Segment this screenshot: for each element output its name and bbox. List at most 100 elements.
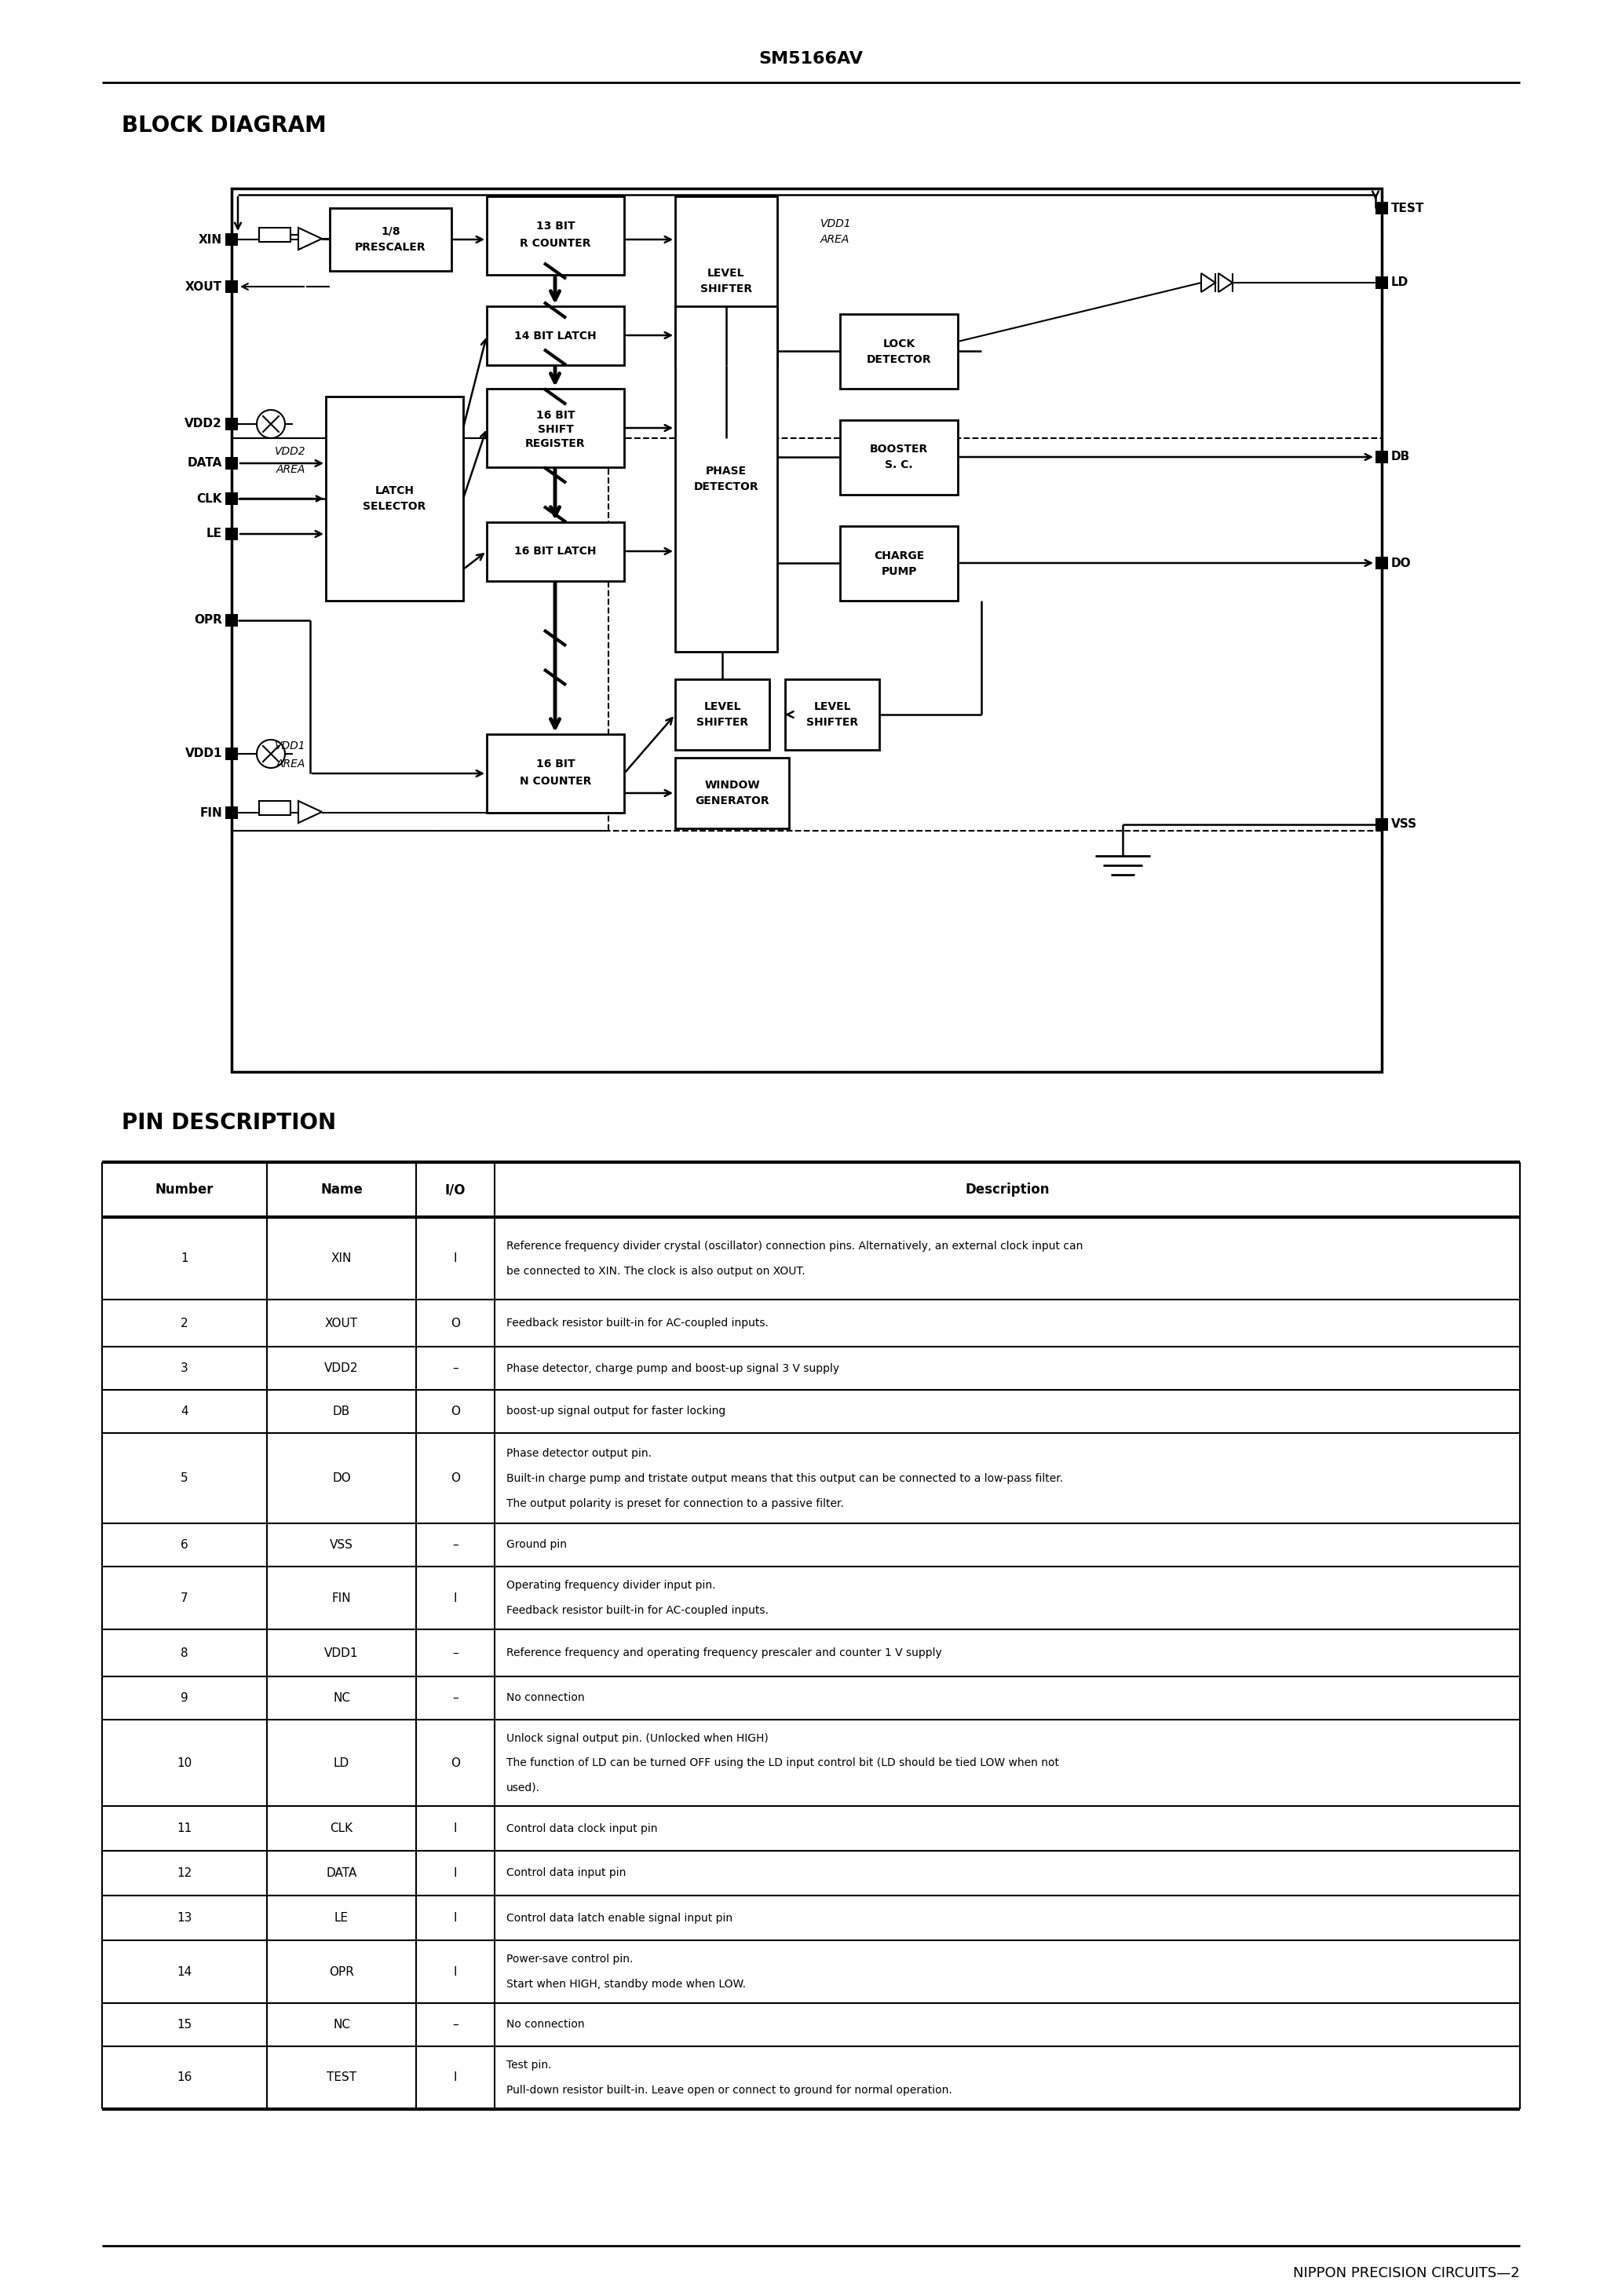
Text: Power-save control pin.: Power-save control pin. [506, 1954, 633, 1965]
Text: PIN DESCRIPTION: PIN DESCRIPTION [122, 1111, 336, 1134]
Text: XOUT: XOUT [185, 280, 222, 292]
Text: The function of LD can be turned OFF using the LD input control bit (LD should b: The function of LD can be turned OFF usi… [506, 1756, 1059, 1768]
Text: DO: DO [333, 1472, 350, 1483]
Text: DATA: DATA [188, 457, 222, 468]
Text: NC: NC [333, 1692, 350, 1704]
Text: The output polarity is preset for connection to a passive filter.: The output polarity is preset for connec… [506, 1497, 843, 1508]
Text: Feedback resistor built-in for AC-coupled inputs.: Feedback resistor built-in for AC-couple… [506, 1605, 769, 1616]
Text: I: I [454, 1591, 457, 1605]
Bar [840, 526, 959, 602]
Bar [225, 806, 238, 820]
Text: Built-in charge pump and tristate output means that this output can be connected: Built-in charge pump and tristate output… [506, 1472, 1062, 1483]
Text: Reference frequency and operating frequency prescaler and counter 1 V supply: Reference frequency and operating freque… [506, 1649, 942, 1658]
Text: 2: 2 [180, 1318, 188, 1329]
Text: I/O: I/O [444, 1182, 466, 1196]
Text: SHIFTER: SHIFTER [701, 282, 753, 294]
Text: Control data clock input pin: Control data clock input pin [506, 1823, 657, 1835]
Text: Control data latch enable signal input pin: Control data latch enable signal input p… [506, 1913, 733, 1924]
Text: 11: 11 [177, 1823, 191, 1835]
Text: R COUNTER: R COUNTER [521, 239, 590, 248]
Text: O: O [451, 1405, 461, 1417]
Bar [487, 305, 624, 365]
Text: AREA: AREA [276, 758, 305, 769]
Text: No connection: No connection [506, 1692, 584, 1704]
Text: VDD1: VDD1 [276, 742, 307, 751]
Bar [225, 418, 238, 429]
Text: 1: 1 [180, 1251, 188, 1265]
Bar [1375, 817, 1388, 831]
Text: LEVEL: LEVEL [704, 700, 741, 712]
Text: 14: 14 [177, 1965, 191, 1977]
Text: CLK: CLK [196, 494, 222, 505]
Text: TEST: TEST [1392, 202, 1424, 214]
Text: PUMP: PUMP [881, 565, 916, 576]
Text: VDD2: VDD2 [185, 418, 222, 429]
Text: 14 BIT LATCH: 14 BIT LATCH [514, 331, 597, 342]
Text: XOUT: XOUT [324, 1318, 358, 1329]
Text: Feedback resistor built-in for AC-coupled inputs.: Feedback resistor built-in for AC-couple… [506, 1318, 769, 1329]
Bar [225, 528, 238, 540]
Bar [225, 748, 238, 760]
Bar [487, 735, 624, 813]
Bar [225, 613, 238, 627]
Bar [225, 280, 238, 294]
Text: N COUNTER: N COUNTER [519, 776, 592, 788]
Text: 12: 12 [177, 1867, 191, 1878]
Text: 4: 4 [180, 1405, 188, 1417]
Text: VDD2: VDD2 [276, 445, 307, 457]
Text: 13: 13 [177, 1913, 191, 1924]
Bar [232, 188, 1382, 439]
Text: I: I [454, 1251, 457, 1265]
Text: XIN: XIN [198, 234, 222, 246]
Text: –: – [453, 2018, 459, 2030]
Text: GENERATOR: GENERATOR [694, 794, 769, 806]
Text: Pull-down resistor built-in. Leave open or connect to ground for normal operatio: Pull-down resistor built-in. Leave open … [506, 2085, 952, 2096]
Bar [675, 195, 777, 365]
Text: Control data input pin: Control data input pin [506, 1867, 626, 1878]
Text: LOCK: LOCK [882, 338, 915, 349]
Text: 16 BIT: 16 BIT [535, 411, 574, 420]
Text: SELECTOR: SELECTOR [363, 501, 427, 512]
Text: 16 BIT LATCH: 16 BIT LATCH [514, 546, 597, 558]
Text: I: I [454, 1867, 457, 1878]
Bar [102, 1162, 1520, 1217]
Text: LEVEL: LEVEL [814, 700, 852, 712]
Text: Test pin.: Test pin. [506, 2060, 551, 2071]
Text: LD: LD [334, 1756, 349, 1768]
Bar [232, 439, 608, 831]
Text: –: – [453, 1362, 459, 1373]
Text: 8: 8 [180, 1646, 188, 1658]
Bar [675, 305, 777, 652]
Text: DATA: DATA [326, 1867, 357, 1878]
Text: SHIFT: SHIFT [537, 425, 574, 434]
Text: 3: 3 [180, 1362, 188, 1373]
Text: O: O [451, 1472, 461, 1483]
Text: AREA: AREA [276, 464, 305, 475]
Bar [260, 801, 290, 815]
Bar [840, 315, 959, 388]
Text: 10: 10 [177, 1756, 191, 1768]
Text: VDD1: VDD1 [821, 218, 852, 230]
Text: LE: LE [334, 1913, 349, 1924]
Text: Unlock signal output pin. (Unlocked when HIGH): Unlock signal output pin. (Unlocked when… [506, 1733, 769, 1743]
Text: CHARGE: CHARGE [874, 551, 925, 560]
Bar [225, 491, 238, 505]
Bar [840, 420, 959, 494]
Text: I: I [454, 1965, 457, 1977]
Text: –: – [453, 1646, 459, 1658]
Text: I: I [454, 1913, 457, 1924]
Text: Number: Number [156, 1182, 214, 1196]
Text: VDD1: VDD1 [185, 748, 222, 760]
Text: 13 BIT: 13 BIT [535, 220, 574, 232]
Text: SHIFTER: SHIFTER [806, 716, 858, 728]
Text: LEVEL: LEVEL [707, 266, 744, 278]
Text: VDD1: VDD1 [324, 1646, 358, 1658]
Text: VSS: VSS [329, 1538, 354, 1550]
Bar [1375, 556, 1388, 569]
Text: used).: used). [506, 1782, 540, 1793]
Text: DO: DO [1392, 558, 1411, 569]
Bar [785, 680, 879, 751]
Bar [1375, 450, 1388, 464]
Text: NC: NC [333, 2018, 350, 2030]
Text: Phase detector, charge pump and boost-up signal 3 V supply: Phase detector, charge pump and boost-up… [506, 1364, 839, 1373]
